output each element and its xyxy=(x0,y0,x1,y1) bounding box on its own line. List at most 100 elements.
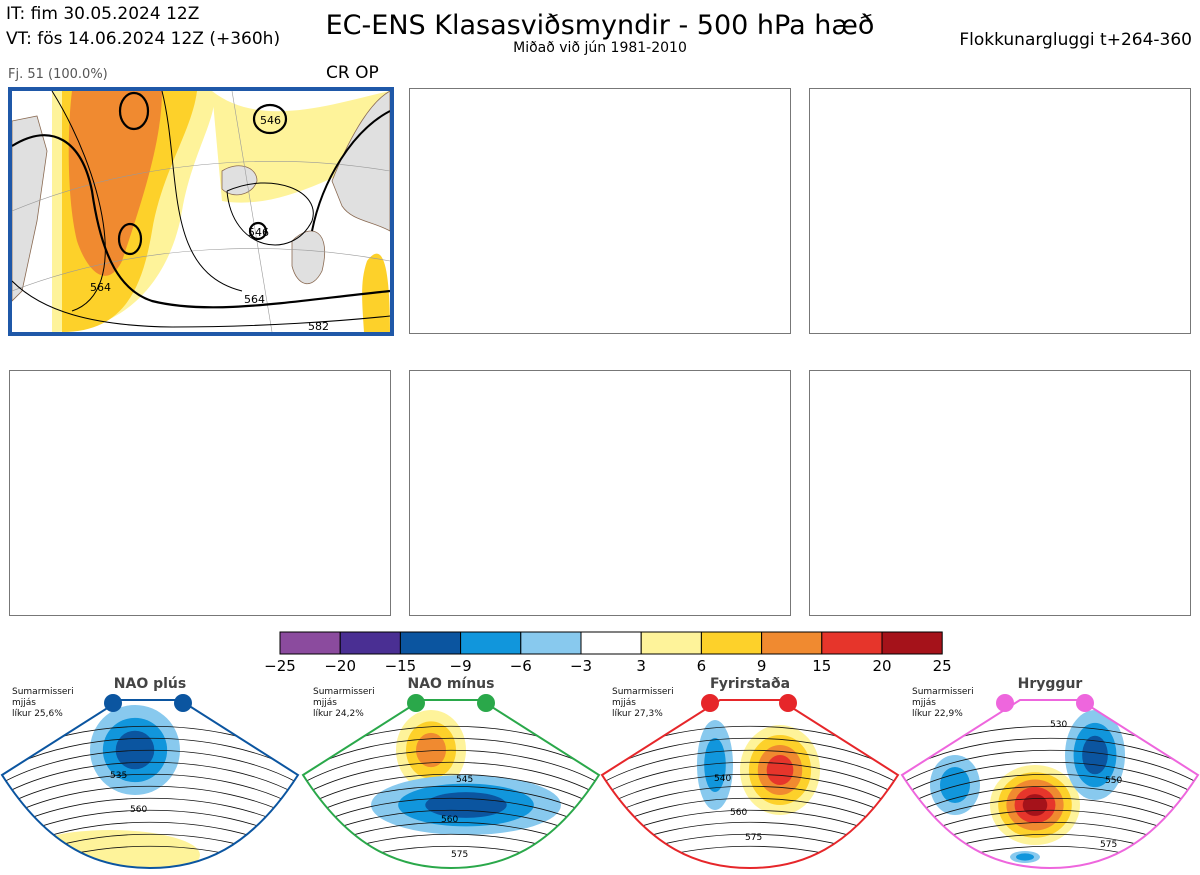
colorbar-bin xyxy=(520,631,582,655)
colorbar-tick-label: −6 xyxy=(510,657,532,675)
regime-contour-label: 560 xyxy=(130,805,147,815)
regime-contour xyxy=(303,749,599,785)
colorbar-tick-label: 15 xyxy=(812,657,831,675)
regime-contour xyxy=(602,737,898,773)
regime-anomaly-blob xyxy=(1022,794,1048,816)
regime-contour-label: 560 xyxy=(730,808,747,818)
colorbar-tick-label: 25 xyxy=(933,657,952,675)
contour-thin-1 xyxy=(51,91,106,312)
regime-frame xyxy=(600,699,900,870)
contour-582 xyxy=(12,280,390,328)
regime-anomaly-blob xyxy=(416,732,446,768)
colorbar-bin xyxy=(460,631,522,655)
regime-anomaly-group xyxy=(902,710,1198,868)
cluster-map-4[interactable] xyxy=(9,370,391,616)
colorbar-bin xyxy=(821,631,883,655)
regime-contour xyxy=(602,773,898,809)
contour-label: 546 xyxy=(248,226,269,239)
regime-contour-label: 575 xyxy=(745,833,762,843)
contour-label: 564 xyxy=(244,293,265,306)
regime-marker-dot xyxy=(1076,694,1094,712)
regime-marker-dot xyxy=(996,694,1014,712)
regime-anomaly-group xyxy=(602,720,898,868)
regime-marker-dot xyxy=(701,694,719,712)
colorbar-bin xyxy=(339,631,401,655)
contour-high-south xyxy=(117,222,143,256)
regime-contour-label: 545 xyxy=(456,775,473,785)
regime-map-blocking: 540 560 575 xyxy=(600,694,900,870)
land-scandinavia xyxy=(331,91,390,232)
cluster-map-1[interactable]: 546 546 564 564 582 xyxy=(8,87,394,336)
regime-anomaly-blob xyxy=(1082,735,1108,775)
regime-contour xyxy=(902,773,1198,809)
land-west xyxy=(12,115,48,302)
regime-contour xyxy=(2,761,298,797)
regime-frame xyxy=(301,699,601,870)
regime-marker-dot xyxy=(407,694,425,712)
regime-probability: líkur 25,6% xyxy=(12,709,63,719)
regime-marker-dot xyxy=(104,694,122,712)
regime-label: CR OP xyxy=(326,63,379,83)
regime-contour xyxy=(2,737,298,773)
regime-probability: líkur 27,3% xyxy=(612,709,663,719)
regime-contour-label: 535 xyxy=(110,771,127,781)
colorbar-tick-label: −20 xyxy=(324,657,356,675)
regime-contour xyxy=(602,785,898,821)
regime-contour-label: 530 xyxy=(1050,720,1067,730)
colorbar-bin xyxy=(640,631,702,655)
regime-contour xyxy=(303,773,599,809)
cluster-map-6[interactable] xyxy=(809,370,1191,616)
member-count-label: Fj. 51 (100.0%) xyxy=(8,67,108,82)
anomaly-area-orange xyxy=(68,91,162,276)
regime-frame xyxy=(0,699,300,870)
regime-contour xyxy=(602,761,898,797)
regime-meta: Sumarmisseri mjjás líkur 25,6% xyxy=(12,687,74,720)
regime-contour-label: 540 xyxy=(714,774,731,784)
regime-anomaly-blob xyxy=(940,767,970,803)
regime-contour xyxy=(303,761,599,797)
regime-contour xyxy=(602,749,898,785)
colorbar-tick-label: −25 xyxy=(264,657,296,675)
contour-thin-3 xyxy=(226,182,314,246)
classification-window: Flokkunargluggi t+264-360 xyxy=(959,30,1192,50)
regime-contour xyxy=(2,749,298,785)
page-title: EC-ENS Klasasviðsmyndir - 500 hPa hæð xyxy=(325,10,875,41)
regime-season: Sumarmisseri xyxy=(912,687,974,697)
contour-label: 546 xyxy=(260,114,281,127)
cluster-map-2[interactable] xyxy=(409,88,791,334)
contour-low-546-north xyxy=(252,103,288,135)
colorbar-bin xyxy=(580,631,642,655)
regime-contour-label: 560 xyxy=(441,815,458,825)
contour-high-north xyxy=(118,91,150,131)
regime-meta: Sumarmisseri mjjás líkur 22,9% xyxy=(912,687,974,720)
regime-contour xyxy=(902,725,1198,761)
regime-contour xyxy=(303,737,599,773)
colorbar-tick-label: 6 xyxy=(697,657,707,675)
regime-season: Sumarmisseri xyxy=(12,687,74,697)
graticule-lon xyxy=(231,91,273,332)
regime-contour xyxy=(902,761,1198,797)
colorbar-tick-label: 9 xyxy=(757,657,767,675)
colorbar-tick-label: −9 xyxy=(450,657,472,675)
regime-contour xyxy=(902,737,1198,773)
colorbar-bin xyxy=(761,631,823,655)
regime-anomaly-group xyxy=(303,710,599,868)
regime-contour xyxy=(2,785,298,821)
regime-metric: mjjás xyxy=(313,698,337,708)
cluster-map-5[interactable] xyxy=(409,370,791,616)
contour-564 xyxy=(12,134,390,309)
regime-metric: mjjás xyxy=(12,698,36,708)
cluster-map-3[interactable] xyxy=(809,88,1191,334)
regime-probability: líkur 22,9% xyxy=(912,709,963,719)
regime-probability: líkur 24,2% xyxy=(313,709,364,719)
graticule-lat xyxy=(12,161,390,212)
anomaly-area-light-east xyxy=(212,91,390,203)
contour-564-east xyxy=(311,110,390,232)
colorbar-bin xyxy=(399,631,462,655)
contour-thin-2 xyxy=(161,91,243,292)
colorbar-tick-label: −3 xyxy=(570,657,592,675)
regime-meta: Sumarmisseri mjjás líkur 24,2% xyxy=(313,687,375,720)
regime-anomaly-blob xyxy=(115,730,155,770)
regime-anomaly-blob xyxy=(766,755,794,785)
regime-contour-label: 550 xyxy=(1105,776,1122,786)
